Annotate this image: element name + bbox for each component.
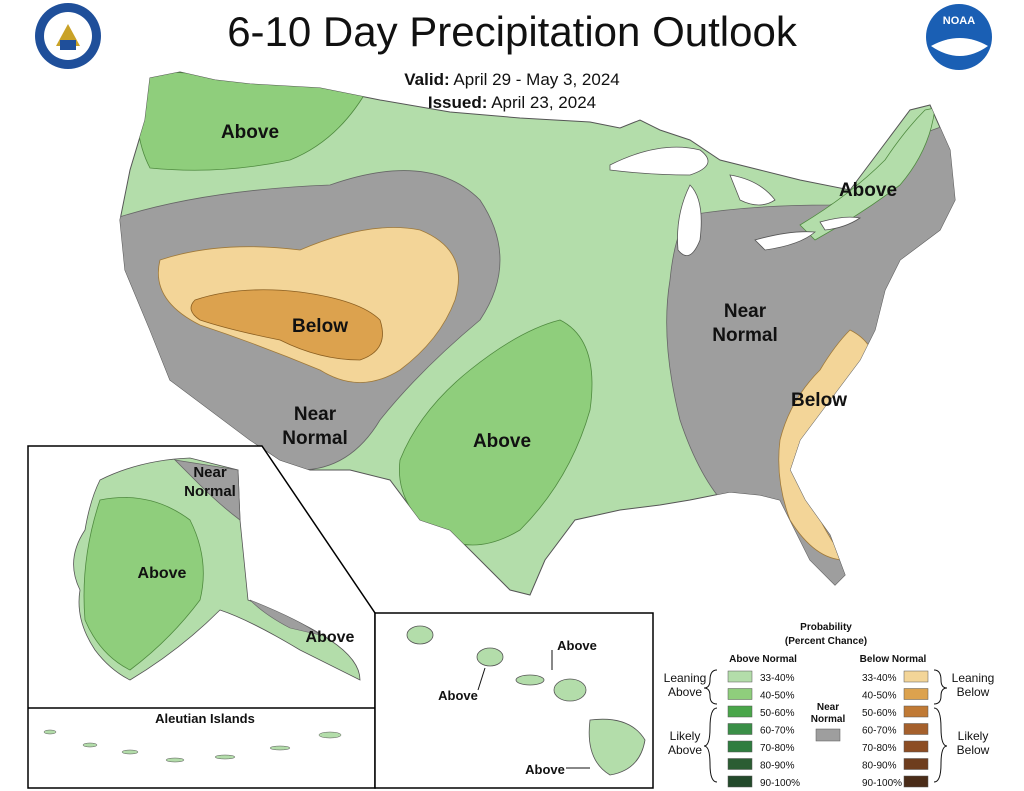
east-near-normal-label-1: Near [724, 301, 767, 322]
nw-above-label: Above [221, 122, 279, 143]
legend-above-bin-swatch [727, 705, 753, 718]
legend-above-bin-label: 40-50% [760, 691, 795, 702]
west-below-area [190, 289, 383, 361]
legend-above-bin-label: 70-80% [760, 743, 795, 754]
legend-below-bin-label: 60-70% [862, 726, 897, 737]
alaska-near-normal-label-2: Normal [184, 483, 236, 500]
legend-near-normal-swatch [815, 728, 841, 742]
oahu-island [476, 647, 504, 667]
legend-above-bin-label: 80-90% [760, 761, 795, 772]
legend-below-header: Below Normal [860, 654, 927, 665]
legend-leaning-below-2: Below [957, 685, 990, 699]
alaska-above-label: Above [138, 565, 187, 582]
southern-plains-above-label: Above [473, 431, 531, 452]
valid-value: April 29 - May 3, 2024 [453, 70, 620, 89]
alaska-se-above-label: Above [306, 629, 355, 646]
legend-below-bin-swatch [903, 688, 929, 700]
hawaii-above-label-3: Above [525, 762, 565, 777]
legend-leaning-above-2: Above [668, 685, 702, 699]
legend-below-bin-label: 33-40% [862, 673, 897, 684]
issued-date: Issued: April 23, 2024 [0, 93, 1024, 113]
legend-above-bin-swatch [727, 740, 753, 753]
legend-leaning-above-1: Leaning [664, 671, 707, 685]
legend-above-rows: 33-40% 40-50% 50-60% 60-70% 70-80% 80-90% 90-1… [727, 670, 800, 789]
legend-above-bin-swatch [727, 723, 753, 735]
legend-below-bin-swatch [903, 758, 929, 770]
hawaii-above-label-1: Above [438, 688, 478, 703]
legend-above-bin-label: 33-40% [760, 673, 795, 684]
legend-below-bin-label: 90-100% [862, 778, 902, 789]
alaska-near-normal-label-1: Near [193, 464, 227, 481]
legend-likely-above-2: Above [668, 743, 702, 757]
legend-above-bin-swatch [727, 688, 753, 700]
legend-above-bin-label: 60-70% [760, 726, 795, 737]
legend-near-1: Near [817, 702, 839, 713]
legend-below-bin-swatch [903, 705, 929, 718]
issued-label: Issued: [427, 93, 488, 112]
kauai-island [406, 625, 434, 645]
legend-below-bin-swatch [903, 775, 929, 788]
legend-below-bin-swatch [903, 740, 929, 753]
legend-above-header: Above Normal [729, 654, 797, 665]
issued-value: April 23, 2024 [491, 93, 597, 112]
legend-below-rows: 33-40% 40-50% 50-60% 60-70% 70-80% 80-90% 90-1… [862, 670, 929, 789]
big-island [588, 718, 646, 776]
legend-below-bin-label: 50-60% [862, 708, 897, 719]
hawaii-above-label-2: Above [557, 638, 597, 653]
map-title: 6-10 Day Precipitation Outlook [227, 8, 797, 55]
hawaii-inset: Above Above Above [374, 612, 654, 789]
se-below-label: Below [791, 390, 847, 411]
great-lakes [609, 146, 862, 257]
legend-likely-below-1: Likely [958, 729, 989, 743]
alaska-above-area [83, 497, 204, 671]
alaska-inset: Near Normal Above Above Aleutian Islands [27, 445, 376, 789]
west-below-label: Below [292, 316, 348, 337]
legend-above-bin-swatch [727, 775, 753, 788]
legend-title-2: (Percent Chance) [785, 636, 867, 647]
legend-below-bin-swatch [903, 723, 929, 735]
legend-below-bin-label: 70-80% [862, 743, 897, 754]
probability-legend: Probability (Percent Chance) Above Norma… [664, 622, 995, 789]
legend-above-bin-swatch [727, 670, 753, 683]
legend-above-bin-label: 90-100% [760, 778, 800, 789]
legend-leaning-below-1: Leaning [952, 671, 995, 685]
west-near-normal-label-1: Near [294, 404, 337, 425]
molokai-island [515, 674, 545, 686]
legend-likely-above-1: Likely [670, 729, 701, 743]
valid-label: Valid: [404, 70, 450, 89]
legend-below-bin-label: 80-90% [862, 761, 897, 772]
alaska-near-normal-area [173, 459, 241, 521]
east-near-normal-label-2: Normal [712, 325, 777, 346]
legend-above-bin-label: 50-60% [760, 708, 795, 719]
maui-island [553, 678, 587, 702]
west-near-normal-label-2: Normal [282, 428, 347, 449]
aleutian-islands [43, 729, 342, 763]
legend-title-1: Probability [800, 622, 852, 633]
noaa-logo-text: NOAA [943, 15, 975, 27]
legend-below-bin-swatch [903, 670, 929, 683]
noaa-logo: NOAA [926, 4, 992, 70]
legend-likely-below-2: Below [957, 743, 990, 757]
legend-near-2: Normal [811, 714, 846, 725]
commerce-seal [35, 3, 101, 69]
ne-above-label: Above [839, 180, 897, 201]
legend-above-bin-swatch [727, 758, 753, 770]
valid-dates: Valid: April 29 - May 3, 2024 [0, 70, 1024, 90]
legend-below-bin-label: 40-50% [862, 691, 897, 702]
aleutian-islands-title: Aleutian Islands [155, 711, 255, 726]
